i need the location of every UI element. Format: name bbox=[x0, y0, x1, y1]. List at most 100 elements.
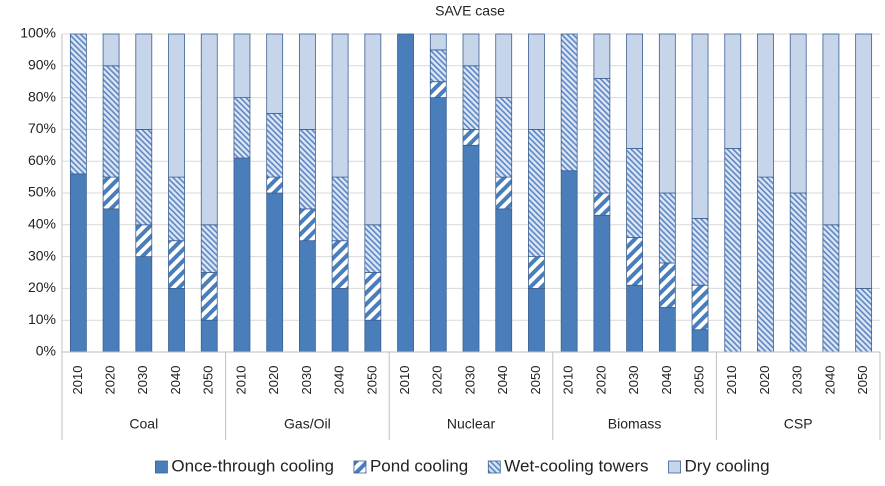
bar-segment bbox=[266, 33, 284, 114]
y-tick-label: 60% bbox=[28, 152, 56, 168]
legend-label: Pond cooling bbox=[370, 456, 468, 475]
x-tick-label: 2050 bbox=[201, 366, 216, 395]
x-tick-label: 2010 bbox=[561, 366, 576, 395]
bar-segment bbox=[364, 272, 382, 321]
bar-segment bbox=[168, 240, 185, 289]
bar-segment bbox=[102, 65, 120, 178]
bar-segment bbox=[691, 284, 709, 331]
bar-segment bbox=[462, 144, 480, 353]
legend-label: Dry cooling bbox=[685, 456, 770, 475]
bar-segment bbox=[495, 33, 513, 98]
bar-segment bbox=[495, 176, 513, 210]
group-label: Nuclear bbox=[447, 416, 496, 432]
bar-segment bbox=[200, 272, 218, 321]
group-label: Coal bbox=[129, 416, 158, 432]
bar-segment bbox=[135, 224, 153, 258]
bar-segment bbox=[364, 33, 382, 226]
y-tick-label: 10% bbox=[28, 311, 56, 327]
legend-item: Once-through cooling bbox=[155, 456, 334, 475]
y-tick-label: 30% bbox=[28, 247, 56, 263]
x-tick-label: 2020 bbox=[593, 366, 608, 395]
group-label: Gas/Oil bbox=[284, 416, 331, 432]
bar-segment bbox=[168, 33, 185, 178]
bar-segment bbox=[691, 329, 709, 353]
chart-title: SAVE case bbox=[435, 3, 505, 19]
x-tick-label: 2010 bbox=[70, 366, 85, 395]
bar-segment bbox=[200, 319, 218, 353]
bar-segment bbox=[102, 208, 120, 353]
bar-segment bbox=[757, 33, 774, 178]
x-tick-label: 2030 bbox=[626, 366, 641, 395]
bar-segment bbox=[69, 173, 87, 353]
x-tick-label: 2040 bbox=[495, 366, 510, 395]
bar-segment bbox=[462, 128, 480, 146]
bar-segment bbox=[135, 256, 153, 353]
bar-segment bbox=[560, 33, 578, 172]
bar-segment bbox=[233, 33, 251, 98]
x-tick-label: 2050 bbox=[855, 366, 870, 395]
bar-segment bbox=[528, 287, 545, 353]
y-tick-label: 50% bbox=[28, 184, 56, 200]
x-tick-label: 2040 bbox=[659, 366, 674, 395]
bar-segment bbox=[200, 33, 218, 226]
x-tick-label: 2020 bbox=[430, 366, 445, 395]
y-tick-label: 70% bbox=[28, 120, 56, 136]
x-tick-label: 2030 bbox=[135, 366, 150, 395]
legend: Once-through cooling Pond cooling Wet-cool… bbox=[155, 456, 770, 475]
bar-segment bbox=[331, 240, 349, 289]
bar-segment bbox=[331, 176, 349, 242]
x-tick-label: 2020 bbox=[757, 366, 772, 395]
x-tick-label: 2040 bbox=[822, 366, 837, 395]
bar-segment bbox=[102, 176, 120, 210]
bar-segment bbox=[135, 128, 153, 226]
bar-segment bbox=[266, 176, 284, 194]
bar-segment bbox=[331, 33, 349, 178]
bar-segment bbox=[298, 128, 316, 210]
bar-segment bbox=[233, 157, 251, 353]
legend-item: Pond cooling bbox=[353, 456, 468, 475]
x-tick-label: 2010 bbox=[233, 366, 248, 395]
legend-label: Wet-cooling towers bbox=[504, 456, 648, 475]
bar-segment bbox=[789, 33, 807, 194]
bar-segment bbox=[429, 97, 447, 353]
bar-segment bbox=[429, 33, 447, 51]
bar-segment bbox=[102, 33, 120, 67]
bar-segment bbox=[658, 262, 676, 308]
bar-segment bbox=[462, 33, 480, 67]
legend-label: Once-through cooling bbox=[171, 456, 334, 475]
bar-segment bbox=[789, 192, 807, 353]
bar-segment bbox=[266, 192, 284, 353]
legend-swatch bbox=[668, 460, 681, 474]
bar-segment bbox=[528, 128, 545, 257]
legend-swatch bbox=[353, 460, 367, 474]
legend-swatch bbox=[487, 460, 501, 474]
bar-segment bbox=[691, 218, 709, 286]
bar-segment bbox=[462, 65, 480, 130]
bar-segment bbox=[298, 33, 316, 130]
bar-segment bbox=[69, 33, 87, 175]
x-tick-label: 2030 bbox=[462, 366, 477, 395]
bar-segment bbox=[822, 224, 840, 353]
legend-item: Dry cooling bbox=[668, 456, 770, 475]
group-label: CSP bbox=[784, 416, 813, 432]
y-tick-label: 100% bbox=[20, 25, 56, 41]
bar-segment bbox=[855, 33, 873, 289]
bar-segment bbox=[593, 214, 611, 353]
bar-segment bbox=[168, 287, 185, 353]
bar-segment bbox=[724, 148, 742, 353]
x-tick-label: 2050 bbox=[528, 366, 543, 395]
group-label: Biomass bbox=[608, 416, 662, 432]
bar-segment bbox=[822, 33, 840, 226]
bar-segment bbox=[691, 33, 709, 219]
bar-segment bbox=[658, 307, 676, 353]
bar-segment bbox=[364, 224, 382, 273]
x-tick-label: 2030 bbox=[790, 366, 805, 395]
y-tick-label: 90% bbox=[28, 57, 56, 73]
bar-segment bbox=[724, 33, 742, 149]
bar-segment bbox=[135, 33, 153, 130]
x-tick-label: 2010 bbox=[397, 366, 412, 395]
x-tick-label: 2010 bbox=[724, 366, 739, 395]
y-tick-label: 80% bbox=[28, 88, 56, 104]
x-tick-label: 2040 bbox=[168, 366, 183, 395]
